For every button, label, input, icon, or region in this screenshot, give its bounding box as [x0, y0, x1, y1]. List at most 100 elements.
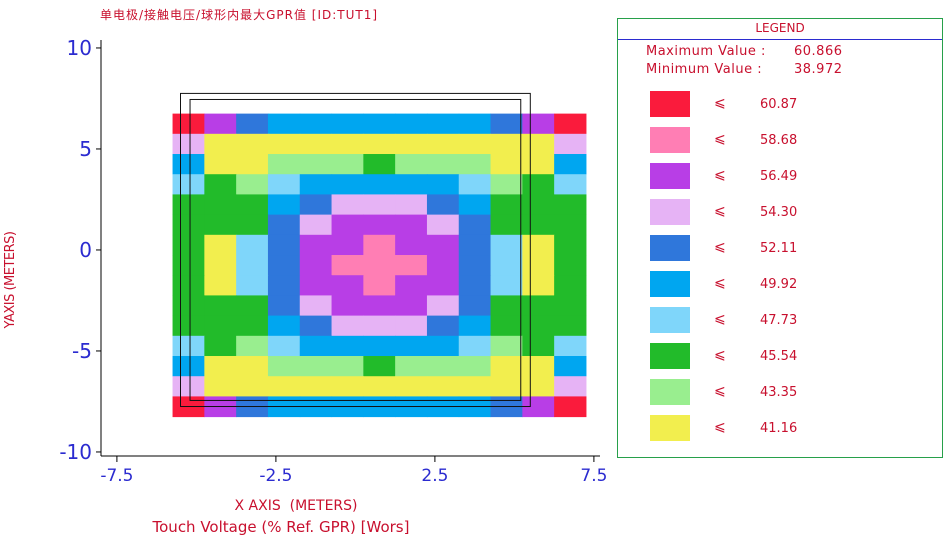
heatmap-cell — [331, 356, 364, 377]
heatmap-cell — [331, 113, 364, 135]
heatmap-cell — [299, 174, 333, 195]
heatmap-cell — [172, 295, 205, 317]
heatmap-cell — [490, 275, 523, 296]
heatmap-cell — [299, 255, 333, 276]
legend-symbol: ⩽ — [714, 383, 726, 399]
x-tick-label: -2.5 — [259, 466, 292, 486]
heatmap-cell — [522, 275, 555, 296]
chart-subtitle: Touch Voltage (% Ref. GPR) [Wors] — [152, 518, 410, 536]
heatmap-cell — [554, 174, 587, 195]
heatmap-cell — [267, 174, 301, 195]
heatmap-cell — [522, 335, 555, 357]
legend-title: LEGEND — [755, 21, 805, 35]
heatmap-cell — [426, 335, 460, 357]
heatmap-cell — [331, 255, 364, 276]
heatmap-cell — [267, 154, 301, 175]
heatmap-cell — [236, 154, 269, 175]
heatmap-cell — [458, 214, 492, 236]
heatmap-cell — [395, 315, 428, 337]
heatmap-cell — [331, 275, 364, 296]
heatmap-cell — [490, 335, 523, 357]
heatmap-cell — [204, 295, 237, 317]
heatmap-cell — [331, 335, 364, 357]
heatmap-cell — [236, 295, 269, 317]
heatmap-cell — [426, 275, 460, 296]
heatmap-cell — [172, 376, 205, 397]
heatmap-cell — [458, 133, 492, 155]
heatmap-cell — [554, 154, 587, 175]
heatmap-cell — [172, 275, 205, 296]
heatmap-cell — [267, 356, 301, 377]
heatmap-cell — [299, 315, 333, 337]
legend-divider — [618, 39, 942, 40]
heatmap-cell — [554, 113, 587, 135]
legend-item: ⩽ 54.30 — [650, 199, 930, 225]
heatmap-cell — [204, 113, 237, 135]
heatmap-cell — [299, 234, 333, 256]
heatmap-cell — [172, 315, 205, 337]
heatmap-cell — [363, 154, 396, 175]
heatmap-cell — [331, 214, 364, 236]
heatmap-cell — [490, 376, 523, 397]
y-tick-label: 10 — [67, 36, 92, 60]
heatmap-cell — [331, 295, 364, 317]
heatmap-cell — [490, 174, 523, 195]
heatmap-cell — [363, 376, 396, 397]
heatmap-cell — [236, 133, 269, 155]
legend-item: ⩽ 41.16 — [650, 415, 930, 441]
maximum-value-line: Maximum Value : 60.866 — [646, 44, 843, 59]
heatmap-cell — [458, 174, 492, 195]
heatmap-cell — [172, 214, 205, 236]
heatmap-cell — [395, 214, 428, 236]
heatmap-cell — [426, 154, 460, 175]
maximum-value: 60.866 — [794, 44, 843, 59]
heatmap-cell — [554, 255, 587, 276]
heatmap-cell — [236, 194, 269, 216]
heatmap-cell — [236, 315, 269, 337]
heatmap-cell — [458, 154, 492, 175]
heatmap-cell — [267, 315, 301, 337]
heatmap-cell — [426, 295, 460, 317]
heatmap-cell — [331, 174, 364, 195]
heatmap-cell — [172, 255, 205, 276]
heatmap-cell — [299, 335, 333, 357]
heatmap-cell — [426, 255, 460, 276]
heatmap-cell — [554, 356, 587, 377]
y-tick-label: 0 — [79, 238, 92, 262]
legend-swatch — [650, 415, 690, 441]
heatmap-cell — [395, 335, 428, 357]
heatmap-cell — [204, 376, 237, 397]
heatmap-cell — [299, 113, 333, 135]
y-axis-ticks: 10 5 0 -5 -10 — [59, 36, 101, 464]
heatmap-cell — [522, 295, 555, 317]
heatmap-cell — [331, 234, 364, 256]
heatmap-cell — [267, 376, 301, 397]
legend-item: ⩽ 45.54 — [650, 343, 930, 369]
heatmap-cell — [267, 335, 301, 357]
heatmap-cell — [363, 335, 396, 357]
grid-outline-rectangles — [180, 92, 531, 408]
heatmap-cell — [490, 133, 523, 155]
heatmap-cell — [331, 154, 364, 175]
legend-item: ⩽ 52.11 — [650, 235, 930, 261]
legend-symbol: ⩽ — [714, 347, 726, 363]
heatmap-cell — [458, 113, 492, 135]
legend-item: ⩽ 47.73 — [650, 307, 930, 333]
legend-swatch — [650, 271, 690, 297]
heatmap-cell — [522, 356, 555, 377]
heatmap-cell — [267, 214, 301, 236]
heatmap-cell — [267, 275, 301, 296]
heatmap-cell — [299, 214, 333, 236]
heatmap-cell — [204, 335, 237, 357]
heatmap-cell — [204, 255, 237, 276]
heatmap-cell — [236, 174, 269, 195]
heatmap-cell — [490, 295, 523, 317]
legend-value: 56.49 — [760, 169, 798, 184]
heatmap-cell — [267, 255, 301, 276]
heatmap-cell — [490, 255, 523, 276]
heatmap-cell — [522, 154, 555, 175]
legend-value: 49.92 — [760, 277, 798, 292]
heatmap-cell — [554, 335, 587, 357]
heatmap-cell — [426, 376, 460, 397]
